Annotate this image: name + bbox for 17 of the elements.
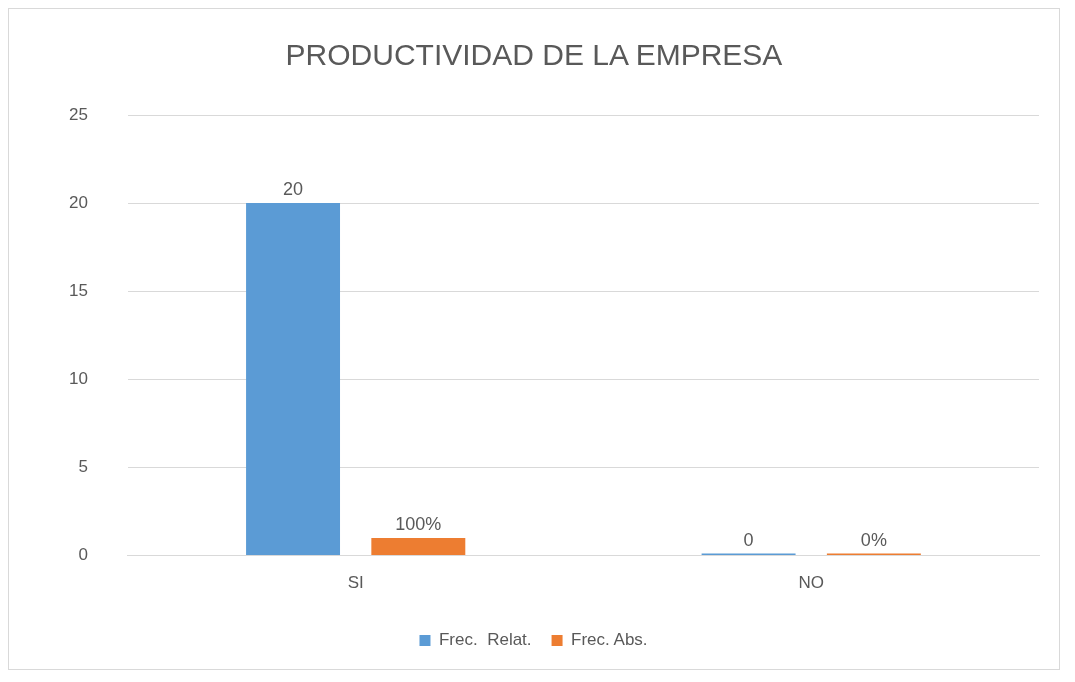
y-tick-label: 10 [68,369,88,389]
y-tick-label: 15 [68,280,88,300]
data-label: 100% [395,513,442,534]
legend-label: Frec. Relat. [438,630,532,650]
data-label: 0% [860,529,887,550]
bar [371,537,466,556]
bar [246,203,341,556]
y-tick-label: 20 [68,192,88,212]
y-tick-label: 25 [68,104,88,124]
chart-title: PRODUCTIVIDAD DE LA EMPRESA [285,38,783,72]
x-tick-label: SI [347,573,364,593]
data-label: 20 [283,179,304,200]
y-tick-label: 5 [78,457,88,477]
y-tick-label: 0 [78,545,88,565]
data-label: 0 [743,529,754,550]
legend-label: Frec. Abs. [571,630,648,650]
x-tick-label: NO [798,573,824,593]
